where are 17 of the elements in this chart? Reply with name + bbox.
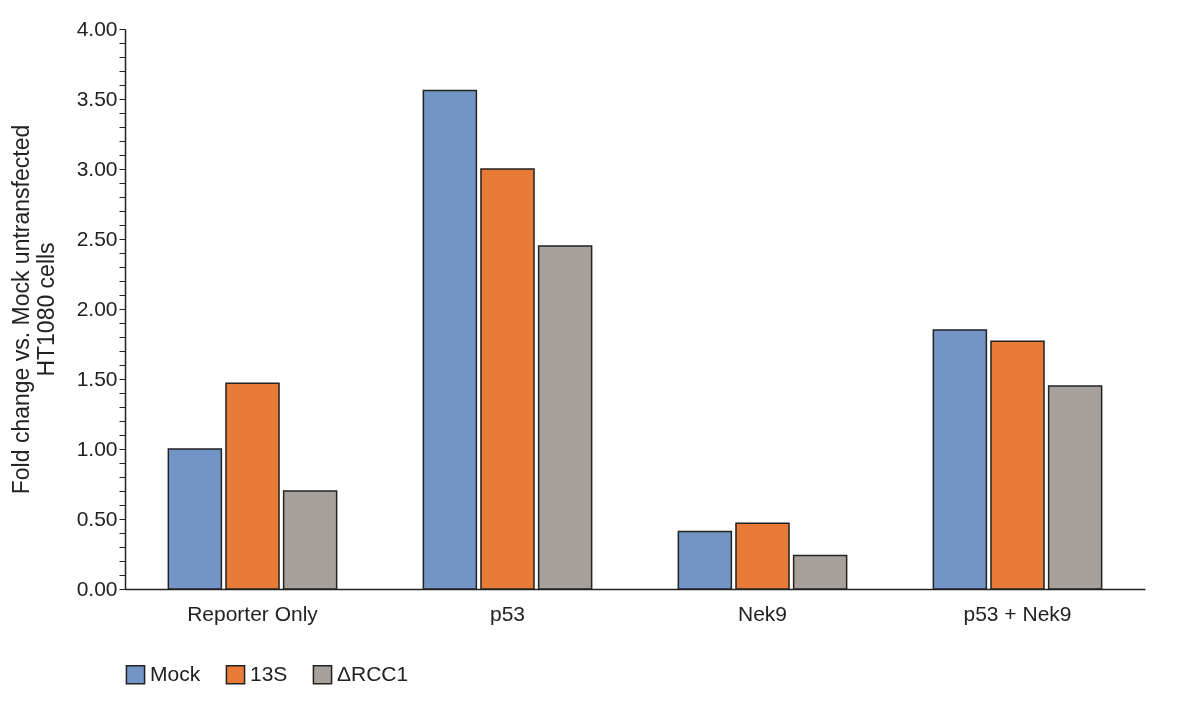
- y-tick-label: 3.50: [76, 86, 118, 110]
- y-tick-label: 3.00: [76, 156, 118, 180]
- y-tick-label: 2.00: [76, 296, 118, 320]
- y-tick-label: 0.00: [76, 576, 118, 600]
- y-tick-label: 0.50: [76, 506, 118, 530]
- y-axis-title: Fold change vs. Mock untransfected HT1080 cells: [7, 124, 59, 495]
- x-tick-label: Nek9: [737, 601, 788, 625]
- legend-label: 13S: [250, 661, 288, 685]
- x-tick-label: Reporter Only: [187, 601, 319, 625]
- y-tick-label: 4.00: [76, 16, 118, 40]
- y-tick-label: 2.50: [76, 226, 118, 250]
- y-tick-label: 1.50: [76, 366, 118, 390]
- x-tick-label: p53 + Nek9: [963, 601, 1072, 625]
- y-tick-label: 1.00: [76, 436, 118, 460]
- x-tick-label: p53: [489, 601, 526, 625]
- legend-label: Mock: [150, 661, 201, 685]
- legend-label: ΔRCC1: [337, 661, 409, 685]
